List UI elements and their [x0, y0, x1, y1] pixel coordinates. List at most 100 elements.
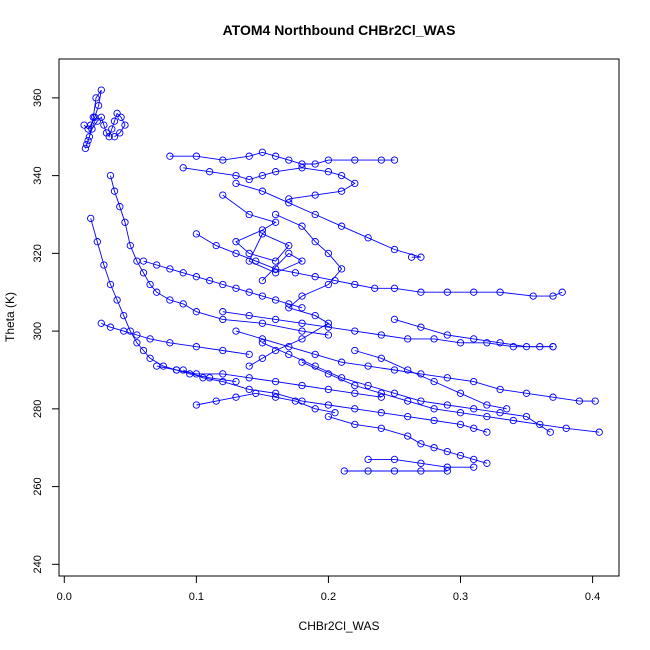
data-point — [285, 300, 293, 308]
data-point — [443, 374, 451, 382]
data-point — [509, 343, 517, 351]
data-point — [351, 156, 359, 164]
data-point — [529, 292, 537, 300]
data-point — [106, 171, 115, 180]
y-axis-label: Theta (K) — [3, 292, 17, 342]
data-point — [522, 412, 531, 421]
y-tick-label: 340 — [32, 166, 44, 184]
data-point — [219, 308, 227, 316]
data-point — [496, 339, 504, 347]
data-point — [97, 113, 105, 121]
data-point — [212, 241, 220, 250]
data-point — [258, 171, 267, 180]
data-point — [337, 265, 346, 273]
data-point — [311, 362, 319, 370]
series-line — [328, 416, 488, 464]
data-point — [205, 276, 214, 285]
y-tick-label: 360 — [32, 89, 44, 107]
data-point — [324, 401, 333, 409]
data-point — [212, 397, 220, 405]
series-line — [394, 318, 553, 348]
data-point — [87, 214, 95, 223]
data-point — [298, 292, 306, 300]
data-point — [258, 319, 267, 327]
data-point — [351, 280, 359, 289]
data-point — [324, 319, 333, 327]
data-point — [456, 339, 465, 347]
data-point — [483, 428, 491, 436]
data-point — [258, 354, 267, 362]
data-point — [470, 405, 478, 413]
data-point — [271, 296, 280, 304]
data-point — [337, 171, 346, 180]
data-point — [106, 323, 115, 331]
data-point — [153, 261, 161, 269]
data-point — [271, 265, 280, 273]
data-point — [298, 304, 306, 312]
data-point — [232, 179, 240, 188]
data-point — [377, 424, 385, 432]
data-point — [417, 288, 425, 296]
data-point — [192, 401, 201, 409]
data-point — [258, 230, 267, 238]
data-point — [179, 269, 187, 277]
plot-frame — [58, 58, 620, 577]
data-point — [430, 335, 438, 343]
data-point — [298, 319, 306, 327]
x-tick-label: 0.1 — [189, 591, 204, 603]
data-point — [443, 401, 451, 409]
series-line — [235, 182, 422, 258]
data-point — [153, 288, 161, 296]
data-point — [443, 467, 451, 475]
data-point — [324, 168, 333, 176]
data-point — [562, 424, 570, 432]
data-point — [430, 377, 438, 386]
data-point — [258, 276, 267, 285]
data-point — [337, 374, 346, 382]
data-point — [536, 343, 544, 351]
series-line — [235, 330, 596, 402]
x-tick-label: 0.3 — [453, 591, 468, 603]
data-point — [331, 276, 339, 285]
data-point — [364, 467, 372, 475]
data-point — [470, 377, 478, 386]
data-point — [219, 280, 227, 289]
data-point — [377, 389, 385, 397]
data-point — [285, 199, 293, 207]
data-point — [404, 432, 412, 440]
data-point — [311, 405, 319, 413]
data-point — [351, 405, 359, 413]
data-point — [417, 440, 425, 448]
data-point — [364, 455, 372, 464]
data-point — [291, 397, 300, 405]
data-point — [271, 315, 280, 324]
data-point — [245, 374, 253, 382]
data-point — [390, 245, 399, 254]
data-point — [324, 156, 333, 164]
data-point — [390, 284, 399, 292]
data-point — [245, 288, 253, 296]
data-point — [364, 381, 372, 390]
data-point — [404, 397, 412, 405]
data-point — [311, 350, 319, 359]
x-tick-label: 0.2 — [321, 591, 336, 603]
series-line — [169, 151, 395, 165]
data-point — [271, 389, 280, 397]
data-point — [146, 280, 154, 289]
data-point — [179, 300, 187, 308]
series-line — [143, 260, 303, 309]
series-line — [110, 175, 329, 336]
data-point — [93, 117, 101, 125]
data-point — [120, 311, 128, 320]
data-point — [337, 358, 346, 366]
series-line — [222, 311, 553, 348]
data-point — [121, 218, 129, 226]
data-point — [166, 339, 174, 347]
data-point — [311, 160, 319, 168]
data-point — [404, 366, 412, 374]
data-point — [298, 257, 306, 265]
data-point — [245, 385, 253, 394]
data-point — [311, 311, 319, 320]
data-point — [271, 152, 280, 160]
data-point — [232, 377, 240, 386]
